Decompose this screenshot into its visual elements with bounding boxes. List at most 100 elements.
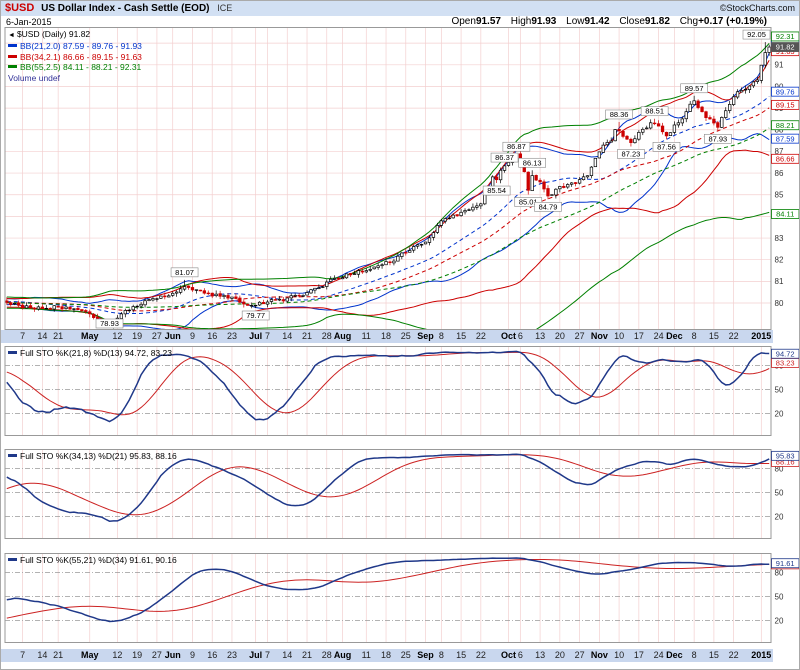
price-annotation: 92.05 — [742, 29, 771, 40]
legend-bb21-text: BB(21,2.0) 87.59 - 89.76 - 91.93 — [20, 41, 142, 52]
price-annotation: 85.54 — [482, 185, 511, 196]
panel-axis-tick: 20 — [775, 512, 784, 521]
symbol-ticker: $USD — [5, 2, 35, 14]
x-axis-label: 22 — [728, 331, 739, 341]
x-axis-label: Nov — [590, 331, 608, 341]
svg-text:95.83: 95.83 — [776, 451, 795, 460]
x-axis-label: 21 — [53, 331, 64, 341]
bb34-swatch-icon — [8, 54, 17, 58]
band-lower — [6, 133, 770, 330]
x-axis-label: 28 — [321, 331, 332, 341]
x-axis-label: 17 — [633, 650, 644, 660]
x-axis-label: Nov — [590, 650, 608, 660]
panel-axis-tick: 50 — [775, 592, 784, 601]
x-axis-label: 7 — [20, 331, 26, 341]
stoch1-legend-text: Full STO %K(21,8) %D(13) 94.72, 83.23 — [20, 348, 172, 358]
panel-axis-tick: 50 — [775, 385, 784, 394]
x-axis-label: Dec — [666, 331, 683, 341]
x-axis-label: 19 — [132, 331, 143, 341]
x-axis-strip-top: 7 14 21 May 12 19 27 Jun 9 16 23 Jul 7 14 21 28 Aug 11 18 2… — [1, 330, 773, 343]
open-label: Open — [451, 16, 476, 27]
x-axis-label: 12 — [112, 331, 123, 341]
x-axis-label: 15 — [456, 331, 467, 341]
svg-text:87.23: 87.23 — [622, 149, 641, 158]
svg-text:85.54: 85.54 — [487, 186, 506, 195]
svg-text:78.93: 78.93 — [100, 319, 119, 328]
chart-title: US Dollar Index - Cash Settle (EOD) — [41, 3, 210, 14]
svg-text:88.21: 88.21 — [776, 121, 795, 130]
panel-axis-tick: 80 — [775, 568, 784, 577]
svg-text:85.01: 85.01 — [519, 198, 538, 207]
svg-text:84.79: 84.79 — [539, 202, 558, 211]
svg-text:87.93: 87.93 — [708, 134, 727, 143]
x-axis-label: 7 — [265, 331, 271, 341]
y-axis-tick: 91 — [775, 61, 784, 70]
main-plot-bg — [4, 27, 772, 330]
x-axis-label: Jun — [164, 650, 181, 660]
price-annotation: 87.93 — [704, 133, 732, 144]
x-axis-label: 7 — [265, 650, 271, 660]
x-axis-label: 21 — [53, 650, 64, 660]
axis-value-box: 89.15 — [771, 99, 799, 110]
price-annotation: 88.36 — [605, 109, 633, 120]
axis-value-box: 91.82 — [771, 42, 799, 52]
stoch-k-line — [6, 350, 770, 423]
x-axis-label: 22 — [475, 650, 486, 660]
svg-text:88.51: 88.51 — [645, 107, 664, 116]
x-axis-label: 23 — [226, 331, 237, 341]
stoch2-swatch-icon — [8, 454, 17, 457]
main-chart-legend: ◄ $USD (Daily) 91.82 BB(21,2.0) 87.59 - 8… — [8, 29, 142, 83]
high-value: 91.93 — [531, 16, 557, 27]
low-value: 91.42 — [584, 16, 610, 27]
stoch1-legend: Full STO %K(21,8) %D(13) 94.72, 83.23 — [8, 348, 172, 358]
x-axis-label: Oct — [500, 650, 516, 660]
axis-value-box: 92.31 — [771, 31, 799, 42]
x-axis-label: 24 — [653, 331, 664, 341]
svg-text:86.37: 86.37 — [495, 153, 514, 162]
legend-bb55-row: BB(55,2.5) 84.11 - 88.21 - 92.31 — [8, 62, 142, 72]
x-axis-label: 8 — [691, 650, 697, 660]
bb55-swatch-icon — [8, 65, 17, 69]
x-axis-label: 14 — [37, 331, 48, 341]
ohlc-quote: Open91.57 High91.93 Low91.42 Close91.82 … — [444, 16, 767, 27]
stoch3-legend-text: Full STO %K(55,21) %D(34) 91.61, 90.16 — [20, 555, 177, 565]
chart-header: ©StockCharts.com $USD US Dollar Index - … — [1, 1, 799, 16]
y-axis-tick: 86 — [775, 169, 784, 178]
x-axis-label: May — [80, 650, 99, 660]
stoch2-legend-text: Full STO %K(34,13) %D(21) 95.83, 88.16 — [20, 451, 177, 461]
band-upper — [6, 59, 770, 300]
y-axis-tick: 82 — [775, 256, 784, 265]
x-axis-label: 14 — [282, 331, 293, 341]
x-axis-label: 6 — [517, 650, 523, 660]
x-axis-label: 25 — [400, 331, 411, 341]
x-axis-label: 7 — [20, 650, 26, 660]
x-axis-label: 6 — [517, 331, 523, 341]
x-axis-label: 8 — [438, 331, 444, 341]
stoch-d-line — [6, 454, 770, 516]
x-axis-label: 19 — [132, 650, 143, 660]
x-axis-label: 15 — [708, 650, 719, 660]
x-axis-label: 13 — [535, 331, 546, 341]
svg-text:94.72: 94.72 — [776, 349, 795, 358]
x-axis-label: 15 — [708, 331, 719, 341]
axis-value-box: 89.76 — [771, 86, 799, 97]
x-axis-label: 20 — [554, 331, 565, 341]
svg-text:89.15: 89.15 — [776, 100, 795, 109]
x-axis-label: 27 — [574, 650, 585, 660]
x-axis-label: 28 — [321, 650, 332, 660]
svg-text:89.76: 89.76 — [776, 87, 795, 96]
chart-date: 6-Jan-2015 — [6, 17, 52, 27]
x-axis-label: 9 — [189, 650, 195, 660]
panel-axis-tick: 80 — [775, 464, 784, 473]
x-axis-label: 16 — [207, 331, 218, 341]
price-annotation: 78.93 — [95, 318, 124, 329]
svg-text:87.59: 87.59 — [776, 134, 795, 143]
x-axis-label: Oct — [500, 331, 516, 341]
x-axis-label: 18 — [381, 331, 392, 341]
x-axis-label: 2015 — [751, 650, 772, 660]
x-axis-strip-bottom: 7 14 21 May 12 19 27 Jun 9 16 23 Jul 7 14 21 28 Aug 11 18 2… — [1, 649, 773, 662]
x-axis-label: 17 — [633, 331, 644, 341]
axis-value-box: 88.21 — [771, 120, 799, 131]
